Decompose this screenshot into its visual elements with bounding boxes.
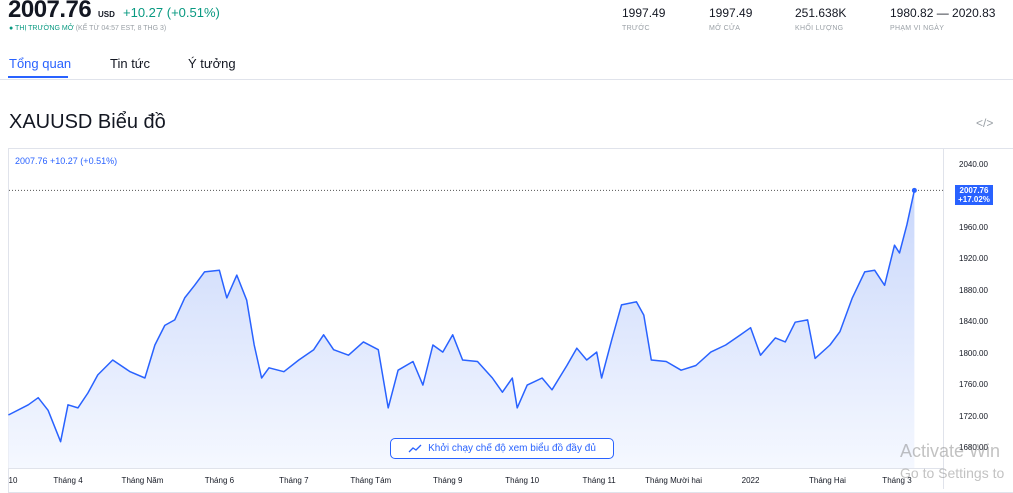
tab-overview[interactable]: Tổng quan bbox=[9, 56, 72, 71]
y-tick-label: 1800.00 bbox=[959, 348, 988, 358]
stat-value: 1997.49 bbox=[622, 6, 666, 20]
tab-ideas[interactable]: Ý tưởng bbox=[188, 56, 236, 71]
x-tick-label: Tháng 6 bbox=[204, 476, 235, 485]
currency-label: USD bbox=[98, 10, 115, 19]
stat-value: 1980.82 — 2020.83 bbox=[890, 6, 996, 20]
stat-label: PHẠM VI NGÀY bbox=[890, 25, 945, 32]
section-title: XAUUSD Biểu đồ bbox=[9, 111, 166, 133]
stat-label: KHỐI LƯỢNG bbox=[795, 25, 844, 32]
y-tick-label: 1840.00 bbox=[959, 317, 988, 327]
x-tick-label: Tháng 9 bbox=[433, 476, 463, 485]
code-icon[interactable]: </> bbox=[976, 116, 994, 130]
x-tick-label: Tháng 10 bbox=[505, 476, 540, 485]
x-tick-label: Tháng 11 bbox=[582, 476, 616, 485]
launch-full-chart-label: Khởi chạy chế độ xem biểu đồ đầy đủ bbox=[428, 443, 596, 454]
price-area bbox=[8, 190, 915, 469]
price-change: +10.27 (+0.51%) bbox=[123, 5, 220, 20]
status-dot-icon: ● bbox=[9, 25, 16, 32]
y-tick-label: 1960.00 bbox=[959, 222, 988, 232]
x-tick-label: Tháng Hai bbox=[809, 476, 846, 485]
y-tick-label: 1880.00 bbox=[959, 285, 988, 295]
stat-value: 251.638K bbox=[795, 6, 847, 20]
time-axis-border bbox=[8, 468, 943, 469]
stat-value: 1997.49 bbox=[709, 6, 753, 20]
last-price-change: +17.02% bbox=[958, 195, 990, 205]
y-tick-label: 1920.00 bbox=[959, 254, 988, 264]
stat-open: 1997.49 MỞ CỬA bbox=[709, 6, 752, 32]
windows-activation-watermark: Activate Win bbox=[900, 441, 1001, 461]
market-time: (KỂ TỪ 04:57 EST, 8 THG 3) bbox=[75, 25, 167, 32]
x-tick-label: Tháng Mười hai bbox=[645, 476, 703, 485]
market-status: ● THỊ TRƯỜNG MỞ (KỂ TỪ 04:57 EST, 8 THG … bbox=[9, 25, 166, 32]
x-tick-label: Tháng 4 bbox=[53, 476, 83, 485]
x-tick-label: 10 bbox=[8, 476, 18, 485]
x-tick-label: Tháng Năm bbox=[121, 476, 164, 485]
x-tick-label: Tháng Tám bbox=[350, 476, 392, 485]
stat-volume: 251.638K KHỐI LƯỢNG bbox=[795, 6, 846, 32]
y-tick-label: 1760.00 bbox=[959, 380, 988, 390]
line-chart-icon bbox=[408, 444, 422, 452]
price-line bbox=[8, 190, 916, 443]
chart-legend: 2007.76 +10.27 (+0.51%) bbox=[15, 156, 118, 166]
x-tick-label: Tháng 3 bbox=[882, 476, 912, 485]
launch-full-chart-button[interactable]: Khởi chạy chế độ xem biểu đồ đầy đủ bbox=[390, 438, 614, 459]
last-price-point bbox=[911, 187, 917, 193]
y-tick-label: 1680.00 bbox=[959, 443, 988, 452]
windows-activation-hint: Go to Settings to bbox=[900, 465, 1005, 481]
x-tick-label: Tháng 7 bbox=[279, 476, 309, 485]
tab-news[interactable]: Tin tức bbox=[110, 56, 151, 71]
divider bbox=[0, 79, 1013, 80]
active-tab-indicator bbox=[8, 76, 68, 78]
x-tick-label: 2022 bbox=[741, 476, 760, 485]
stat-label: MỞ CỬA bbox=[709, 25, 741, 32]
y-tick-label: 1720.00 bbox=[959, 411, 988, 421]
price-value: 2007.76 bbox=[8, 0, 92, 23]
y-tick-label: 2040.00 bbox=[959, 160, 988, 169]
stat-previous: 1997.49 TRƯỚC bbox=[622, 6, 665, 32]
last-price-label: 2007.76 +17.02% bbox=[955, 185, 993, 206]
last-price-value: 2007.76 bbox=[959, 186, 989, 196]
market-status-text: THỊ TRƯỜNG MỞ bbox=[15, 25, 74, 32]
stat-label: TRƯỚC bbox=[622, 25, 650, 32]
stat-day-range: 1980.82 — 2020.83 PHẠM VI NGÀY bbox=[890, 6, 995, 32]
price-axis-border bbox=[943, 148, 944, 489]
